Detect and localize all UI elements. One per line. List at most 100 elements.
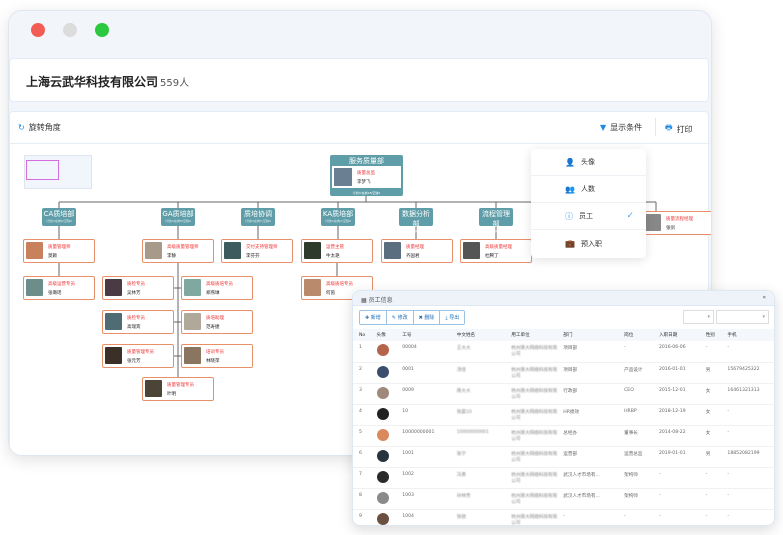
- cell: 6: [353, 446, 371, 468]
- cell: 张晨10: [450, 404, 506, 426]
- dropdown-item-employee[interactable]: ⓘ 员工 ✓: [531, 203, 646, 230]
- cell: HR绩效: [557, 404, 619, 426]
- person-role: 质量管理专员: [167, 383, 194, 388]
- person-node[interactable]: 质量经理 齐国君: [381, 239, 453, 263]
- briefcase-icon: 💼: [565, 239, 575, 248]
- person-name: 郑燕琳: [206, 291, 220, 296]
- avatar: [376, 428, 389, 441]
- rotate-button[interactable]: ↻ 旋转角度: [18, 122, 61, 133]
- cell: -: [618, 509, 653, 525]
- person-node[interactable]: 高级质培专员 郑燕琳: [181, 276, 253, 300]
- export-button[interactable]: ⤓ 导出: [445, 315, 460, 321]
- person-node[interactable]: 高级质量经理 杜腾丁: [460, 239, 532, 263]
- column-header[interactable]: 用工单位: [505, 329, 558, 341]
- column-header[interactable]: 中文姓名: [450, 329, 506, 341]
- cell: 2: [353, 362, 371, 384]
- table-row[interactable]: 9 1004 张锐 杭州匯大网络科技有限公司 - - - - -: [353, 509, 774, 525]
- print-button[interactable]: 🖶 打印: [665, 122, 693, 136]
- person-name: 李静: [167, 254, 176, 259]
- person-node[interactable]: 培训专员 林晓萍: [181, 344, 253, 368]
- table-row[interactable]: 3 0009 匯大大 杭州匯大网络科技有限公司 行政部 CEO 2015-12-01 女 164…: [353, 383, 774, 405]
- table-row[interactable]: 6 1001 张宁 杭州匯大网络科技有限公司 运营部 运营总监 2019-01-01 男 188…: [353, 446, 774, 468]
- person-name: 叶明: [167, 392, 176, 397]
- person-node[interactable]: 高级运营专员 张璐瑶: [23, 276, 95, 300]
- column-header[interactable]: 手机: [721, 329, 774, 341]
- person-node[interactable]: 质量管理师 莫颖: [23, 239, 95, 263]
- dept-node[interactable]: 数据分析部 计划0/在岗1/空缺0: [399, 208, 433, 233]
- cell: -: [652, 467, 700, 489]
- display-conditions-button[interactable]: ▼ 显示条件: [600, 122, 642, 133]
- avatar: [224, 242, 241, 259]
- cell: 项目部: [557, 341, 619, 363]
- cell: 1001: [396, 446, 451, 468]
- maximize-button[interactable]: [95, 23, 109, 37]
- dept-name: KA质培部: [322, 210, 354, 218]
- column-header[interactable]: 性别: [699, 329, 722, 341]
- dept-node[interactable]: 流程管理部 计划0/在岗1/空缺0: [479, 208, 513, 233]
- person-node[interactable]: 质量管理专员 张元芳: [102, 344, 174, 368]
- cell: 5: [353, 425, 371, 447]
- cell: 00004: [396, 341, 451, 363]
- person-node[interactable]: 质量管理专员 叶明: [142, 377, 214, 401]
- root-node[interactable]: 服务质量部 质量总监 李梦飞 计划0/在岗18/空缺0: [330, 155, 403, 196]
- divider: [10, 143, 710, 144]
- filter-select-1[interactable]: ▾: [683, 310, 714, 324]
- avatar: [376, 491, 389, 504]
- dept-node[interactable]: 质培协调 计划0/在岗1/空缺0: [241, 208, 275, 226]
- cell: 杭州匯大网络科技有限公司: [505, 488, 558, 510]
- avatar: [105, 313, 122, 330]
- person-node[interactable]: 交付支持管理师 李芬芬: [221, 239, 293, 263]
- dept-node[interactable]: GA质培部 计划0/在岗8/空缺0: [161, 208, 195, 226]
- info-icon: ⓘ: [565, 211, 573, 221]
- person-role: 质检专员: [127, 316, 145, 321]
- cell: 王大大: [450, 341, 506, 363]
- cell: 10: [396, 404, 451, 426]
- table-row[interactable]: 2 0001 汤佳 杭州匯大网络科技有限公司 项目部 产品设计 2016-01-01 男 156…: [353, 362, 774, 384]
- person-node[interactable]: 质检专员 吴林芳: [102, 276, 174, 300]
- filter-select-2[interactable]: ▾: [716, 310, 769, 324]
- table-row[interactable]: 1 00004 王大大 杭州匯大网络科技有限公司 项目部 -2016-06-06- -: [353, 341, 774, 363]
- person-node[interactable]: 质培助理 范寿捷: [181, 310, 253, 334]
- column-header[interactable]: 部门: [557, 329, 619, 341]
- column-header[interactable]: 岗位: [618, 329, 653, 341]
- avatar: [463, 242, 480, 259]
- edit-label: 修改: [397, 315, 408, 321]
- cell: 2014-08-22: [652, 425, 700, 447]
- dept-node[interactable]: CA质培部 计划0/在岗6/空缺0: [42, 208, 76, 226]
- cell: 杭州匯大网络科技有限公司: [505, 362, 558, 384]
- close-button[interactable]: [31, 23, 45, 37]
- table-row[interactable]: 5 10000000001 10000000001 杭州匯大网络科技有限公司 总经办 董事…: [353, 425, 774, 447]
- dept-name: GA质培部: [162, 210, 194, 218]
- cell: 女: [699, 404, 722, 426]
- dept-name: 数据分析部: [402, 210, 430, 228]
- person-node[interactable]: 高级质量管理师 李静: [142, 239, 214, 263]
- table-row[interactable]: 8 1003 孙林芳 杭州匯大网络科技有限公司 武汉人才市场有... 架构师 - - -: [353, 488, 774, 510]
- table-row[interactable]: 7 1002 冯勇 杭州匯大网络科技有限公司 武汉人才市场有... 架构师 - - -: [353, 467, 774, 489]
- avatar: [376, 512, 389, 525]
- avatar: [145, 380, 162, 397]
- person-name: 何茵: [326, 291, 335, 296]
- avatar-cell: [370, 467, 397, 489]
- edit-button[interactable]: ✎ 修改: [387, 311, 414, 324]
- minimize-button[interactable]: [63, 23, 77, 37]
- delete-button[interactable]: ✖ 删除: [414, 311, 441, 324]
- person-node[interactable]: 质量流程经理 张剑: [641, 211, 711, 235]
- collapse-button[interactable]: «: [762, 294, 766, 301]
- person-node[interactable]: 运营主管 牛太艳: [301, 239, 373, 263]
- dropdown-item-preonboard[interactable]: 💼 预入职: [531, 230, 646, 257]
- avatar: [376, 365, 389, 378]
- column-header[interactable]: 入职日期: [652, 329, 700, 341]
- person-node[interactable]: 质检专员 高瑞宾: [102, 310, 174, 334]
- minimap[interactable]: [24, 155, 92, 189]
- root-stats: 计划0/在岗18/空缺0: [352, 191, 381, 195]
- cell: 匯大大: [450, 383, 506, 405]
- cell: 2018-12-19: [652, 404, 700, 426]
- column-header[interactable]: 工号: [396, 329, 451, 341]
- dropdown-item-avatar[interactable]: 👤 头像: [531, 149, 646, 176]
- table-row[interactable]: 4 10 张晨10 杭州匯大网络科技有限公司 HR绩效 HRBP 2018-12-19 女 -: [353, 404, 774, 426]
- avatar: [105, 347, 122, 364]
- dropdown-item-headcount[interactable]: 👥 人数: [531, 176, 646, 203]
- dept-node[interactable]: KA质培部 计划0/在岗2/空缺0: [321, 208, 355, 226]
- add-button[interactable]: ✚ 新增: [360, 311, 387, 324]
- add-label: 新增: [370, 315, 381, 321]
